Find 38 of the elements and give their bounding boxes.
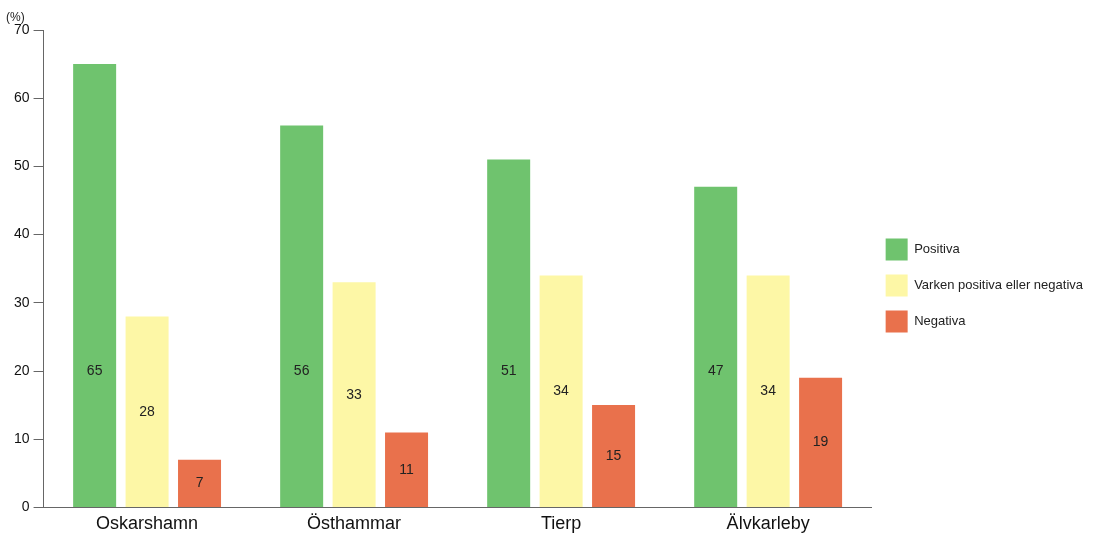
y-tick-label: 30 <box>13 293 30 310</box>
bar <box>73 64 117 507</box>
data-label: 47 <box>707 361 724 378</box>
y-tick-label: 50 <box>13 157 30 174</box>
data-label: 34 <box>760 382 777 399</box>
x-tick-label: Östhammar <box>307 513 402 534</box>
data-label: 28 <box>139 402 156 419</box>
data-label: 65 <box>86 361 103 378</box>
y-tick-label: 40 <box>13 225 30 242</box>
x-tick-label: Tierp <box>540 513 582 534</box>
bar <box>178 459 222 507</box>
bar <box>385 432 429 507</box>
y-tick-label: 0 <box>21 498 30 515</box>
bar <box>280 125 324 507</box>
data-label: 34 <box>553 382 570 399</box>
data-label: 11 <box>399 460 415 477</box>
legend-label: Negativa <box>914 313 967 329</box>
bar <box>694 186 738 507</box>
y-tick-label: 20 <box>13 361 30 378</box>
bar <box>125 316 169 507</box>
bar <box>487 159 531 507</box>
bar <box>539 275 583 507</box>
y-tick-label: 10 <box>13 430 30 447</box>
bar <box>799 377 843 507</box>
bar <box>332 282 376 507</box>
data-label: 56 <box>293 361 310 378</box>
x-tick-label: Älvkarleby <box>726 513 810 534</box>
legend-label: Positiva <box>914 241 961 257</box>
data-label: 33 <box>346 385 363 402</box>
legend-label: Varken positiva eller negativa <box>914 277 1084 293</box>
data-label: 15 <box>605 447 622 464</box>
x-tick-label: Oskarshamn <box>96 513 199 534</box>
data-label: 7 <box>195 474 204 491</box>
data-label: 19 <box>812 433 829 450</box>
bar <box>592 405 636 507</box>
data-label: 51 <box>500 361 517 378</box>
y-tick-label: 60 <box>13 89 30 106</box>
bar <box>746 275 790 507</box>
